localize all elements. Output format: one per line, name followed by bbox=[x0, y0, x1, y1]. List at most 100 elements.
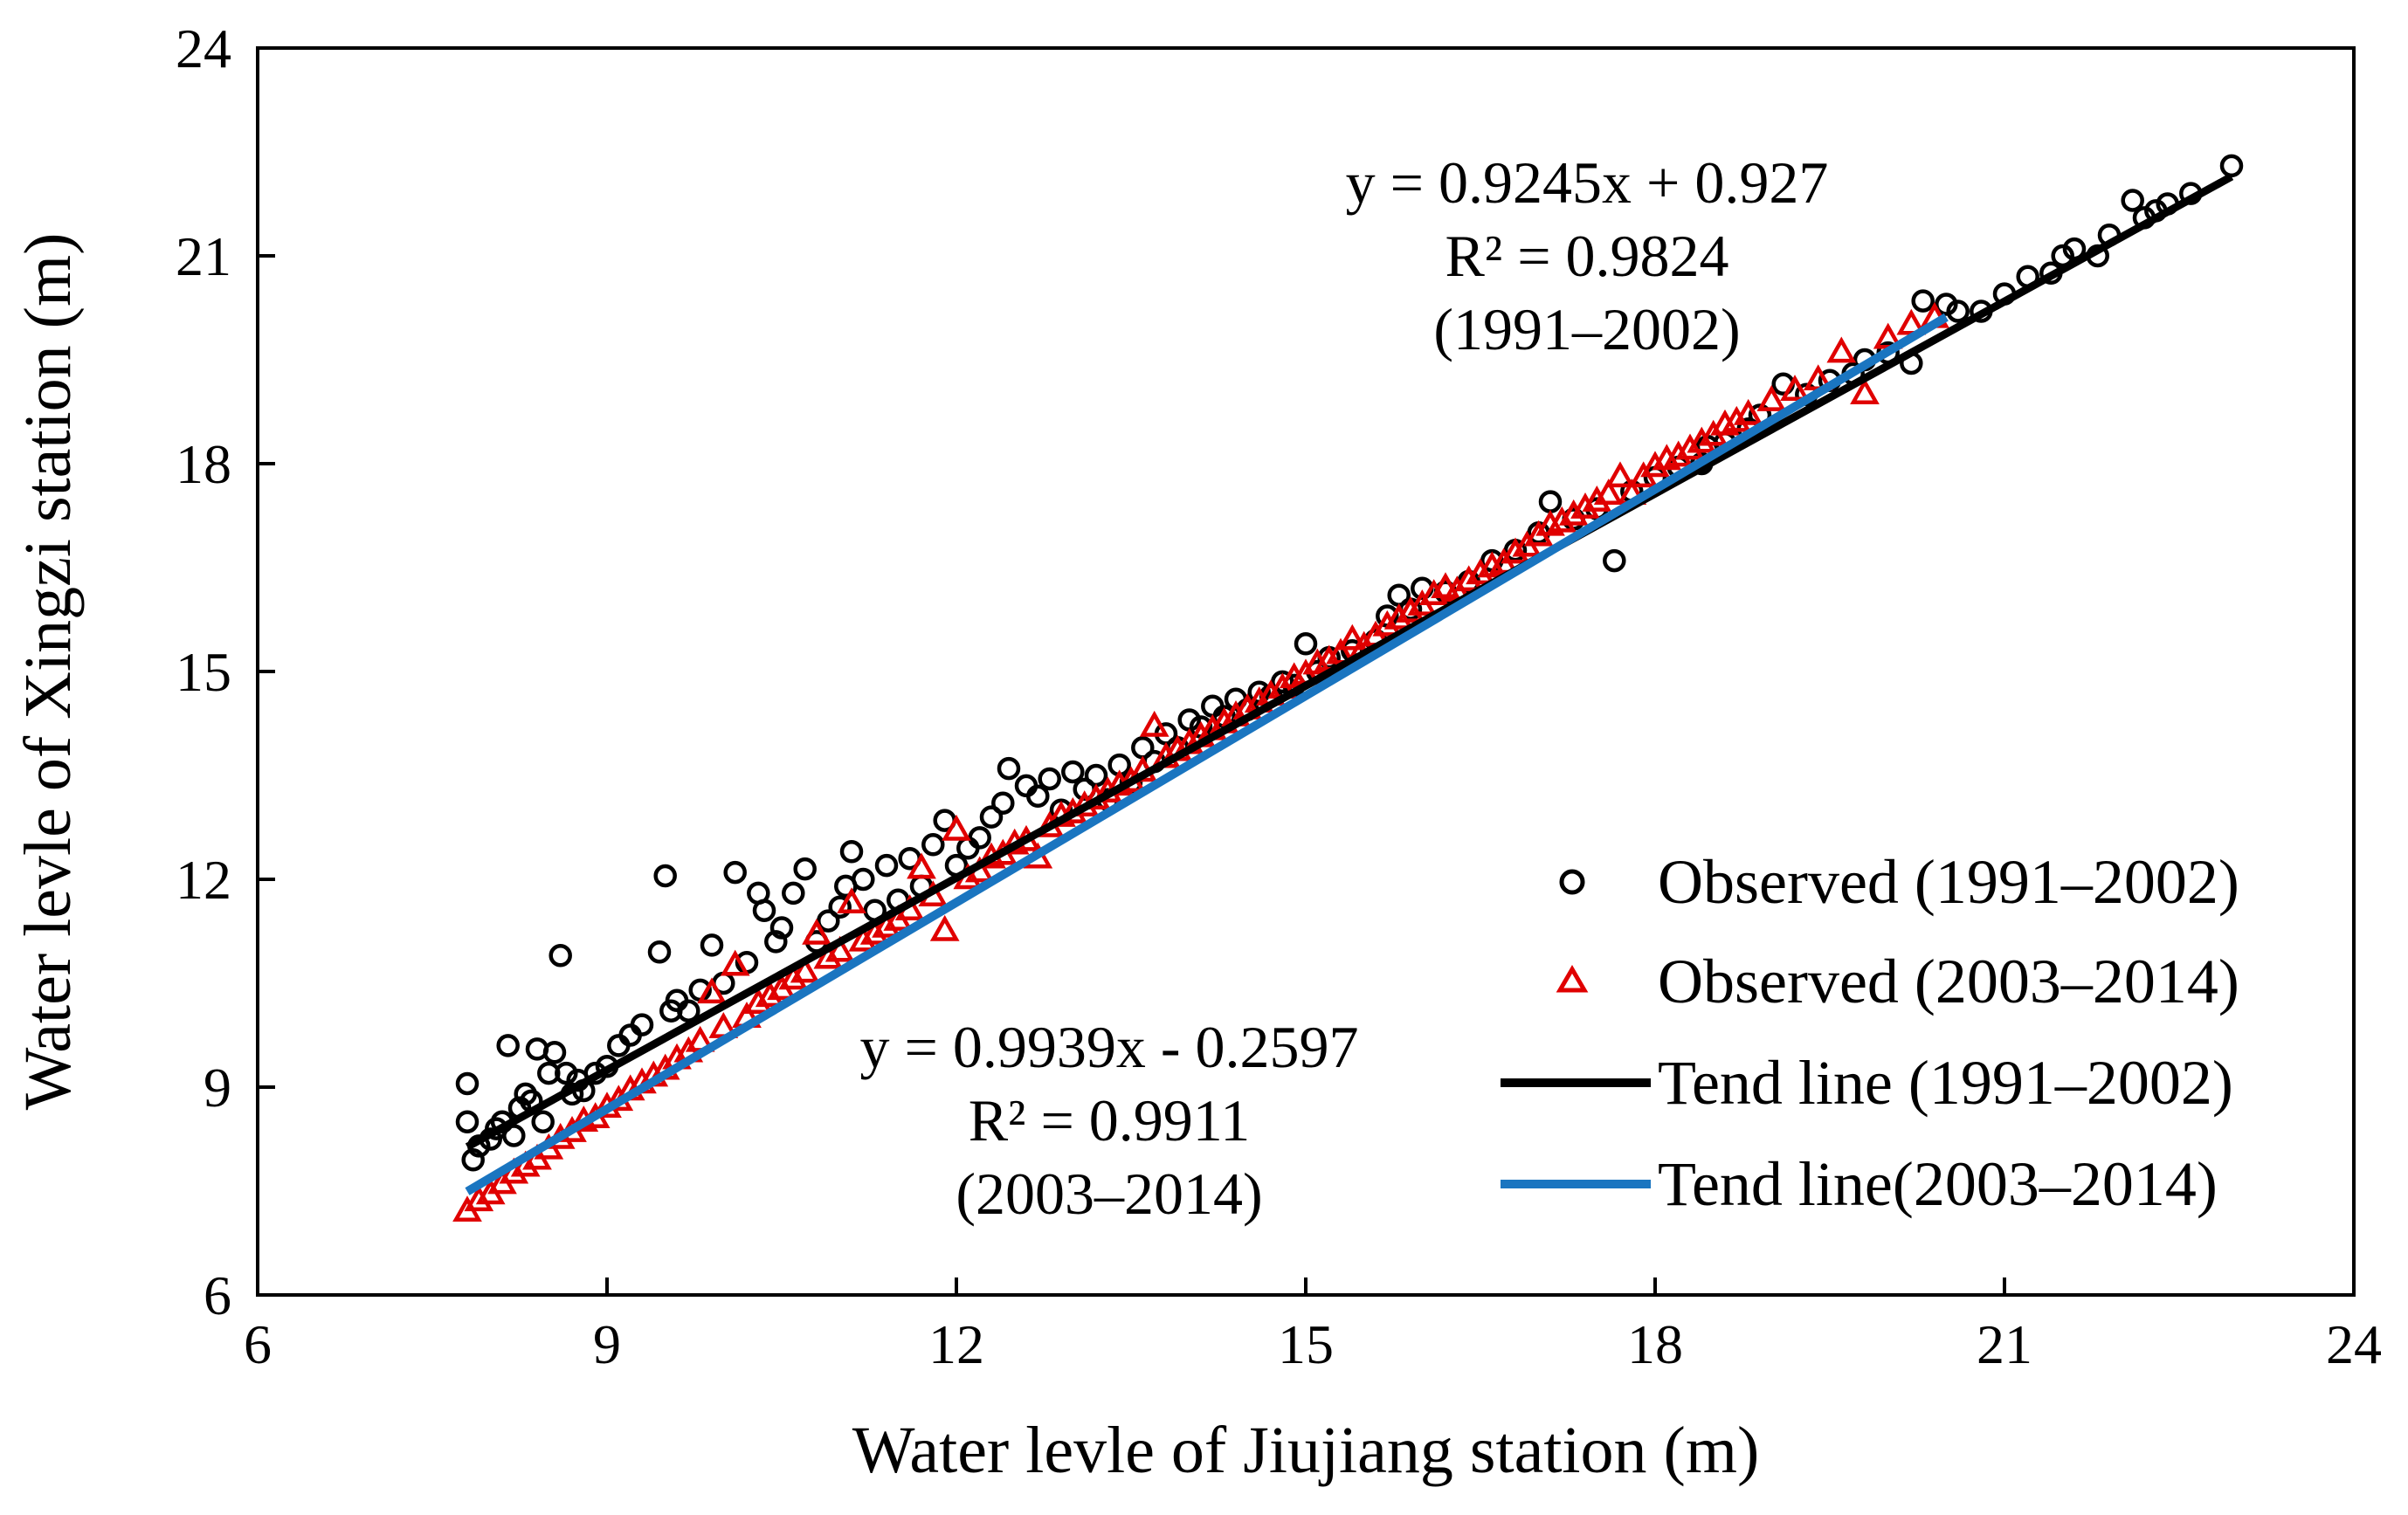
data-point-2003-2014 bbox=[942, 814, 971, 841]
data-point-1991-2002 bbox=[979, 805, 1004, 829]
data-point-2003-2014 bbox=[1372, 609, 1403, 637]
data-point-2003-2014 bbox=[1593, 479, 1624, 505]
data-point-1991-2002 bbox=[852, 867, 875, 892]
x-tick-label: 6 bbox=[244, 1313, 272, 1375]
data-point-2003-2014 bbox=[1570, 492, 1600, 519]
data-point-2003-2014 bbox=[907, 852, 936, 879]
x-axis-title: Water levle of Jiujiang station (m) bbox=[852, 1414, 1760, 1487]
data-point-1991-2002 bbox=[700, 933, 724, 957]
data-point-1991-2002 bbox=[752, 899, 776, 922]
data-point-1991-2002 bbox=[1061, 760, 1085, 784]
x-tick-label: 15 bbox=[1278, 1313, 1334, 1375]
data-point-1991-2002 bbox=[828, 895, 852, 919]
equation-annotation-1991-2002: y = 0.9245x + 0.927 R² = 0.9824 (1991–20… bbox=[1346, 149, 1829, 362]
data-point-1991-2002 bbox=[502, 1124, 526, 1147]
data-point-2003-2014 bbox=[837, 887, 866, 914]
data-point-1991-2002 bbox=[874, 853, 899, 878]
data-point-1991-2002 bbox=[997, 756, 1021, 781]
x-tick-label: 21 bbox=[1977, 1313, 2032, 1375]
data-point-1991-2002 bbox=[1026, 784, 1050, 809]
data-point-2003-2014 bbox=[825, 935, 855, 962]
data-point-1991-2002 bbox=[839, 840, 864, 864]
period-2003-2014: (2003–2014) bbox=[956, 1160, 1262, 1227]
data-point-2003-2014 bbox=[1501, 537, 1530, 564]
x-tick-label: 18 bbox=[1627, 1313, 1683, 1375]
data-point-2003-2014 bbox=[1640, 451, 1670, 478]
r2-2003-2014: R² = 0.9911 bbox=[969, 1087, 1251, 1153]
data-point-1991-2002 bbox=[991, 791, 1015, 815]
data-point-2003-2014 bbox=[1733, 398, 1763, 425]
legend-triangle-marker bbox=[1556, 965, 1589, 993]
data-point-1991-2002 bbox=[782, 881, 805, 906]
data-point-2003-2014 bbox=[1721, 405, 1752, 432]
legend-label: Tend line(2003–2014) bbox=[1658, 1149, 2218, 1219]
data-point-1991-2002 bbox=[2121, 189, 2144, 212]
axes: 6 9 12 15 18 21 24 6 9 12 15 18 21 24 bbox=[176, 17, 2382, 1375]
trend-line-1991-2002 bbox=[465, 173, 2234, 1151]
data-point-1991-2002 bbox=[461, 1148, 485, 1172]
data-point-2003-2014 bbox=[790, 956, 820, 983]
data-point-2003-2014 bbox=[859, 918, 890, 945]
data-point-2003-2014 bbox=[697, 977, 727, 1004]
legend-item-trend-2003-2014: Tend line(2003–2014) bbox=[1501, 1149, 2218, 1219]
data-point-2003-2014 bbox=[1453, 565, 1484, 592]
equation-1991-2002: y = 0.9245x + 0.927 bbox=[1346, 149, 1829, 216]
data-point-1991-2002 bbox=[455, 1110, 480, 1133]
data-point-1991-2002 bbox=[2219, 154, 2244, 178]
data-point-2003-2014 bbox=[1663, 440, 1694, 467]
data-point-1991-2002 bbox=[1294, 632, 1318, 656]
data-point-2003-2014 bbox=[1418, 579, 1449, 605]
legend-item-observed-1991-2002: Observed (1991–2002) bbox=[1559, 847, 2239, 917]
data-point-1991-2002 bbox=[549, 944, 572, 968]
r2-1991-2002: R² = 0.9824 bbox=[1445, 223, 1728, 289]
y-tick-label: 12 bbox=[176, 849, 231, 911]
data-point-1991-2002 bbox=[793, 857, 817, 881]
data-point-2003-2014 bbox=[743, 988, 774, 1015]
data-point-2003-2014 bbox=[1337, 623, 1368, 651]
data-point-1991-2002 bbox=[769, 916, 794, 940]
data-point-2003-2014 bbox=[464, 1185, 494, 1212]
data-point-2003-2014 bbox=[929, 914, 960, 941]
data-point-2003-2014 bbox=[1466, 558, 1495, 585]
data-point-1991-2002 bbox=[921, 833, 945, 857]
data-point-2003-2014 bbox=[1780, 375, 1810, 401]
data-point-2003-2014 bbox=[1826, 336, 1857, 363]
data-point-2003-2014 bbox=[872, 911, 901, 938]
legend-item-trend-1991-2002: Tend line (1991–2002) bbox=[1501, 1048, 2233, 1118]
x-tick-label: 9 bbox=[593, 1313, 621, 1375]
data-point-2003-2014 bbox=[802, 918, 831, 945]
y-tick-label: 9 bbox=[204, 1057, 231, 1119]
data-point-1991-2002 bbox=[1271, 670, 1294, 694]
equation-annotation-2003-2014: y = 0.9939x - 0.2597 R² = 0.9911 (2003–2… bbox=[860, 1014, 1359, 1227]
x-tick-label: 12 bbox=[928, 1313, 984, 1375]
data-point-1991-2002 bbox=[647, 940, 672, 964]
data-point-1991-2002 bbox=[1603, 548, 1626, 573]
legend-item-observed-2003-2014: Observed (2003–2014) bbox=[1556, 947, 2239, 1016]
data-point-1991-2002 bbox=[1538, 490, 1563, 513]
data-point-1991-2002 bbox=[1038, 767, 1061, 791]
data-point-1991-2002 bbox=[531, 1110, 555, 1133]
data-point-2003-2014 bbox=[778, 963, 809, 990]
data-point-2003-2014 bbox=[1687, 426, 1717, 453]
trend-line-2003-2014 bbox=[465, 313, 1949, 1195]
legend-label: Observed (1991–2002) bbox=[1658, 847, 2239, 917]
y-tick-label: 15 bbox=[176, 641, 231, 703]
data-point-2003-2014 bbox=[813, 942, 844, 969]
data-point-2003-2014 bbox=[1383, 603, 1414, 630]
x-tick-label: 24 bbox=[2326, 1313, 2382, 1375]
legend-label: Tend line (1991–2002) bbox=[1658, 1048, 2233, 1118]
data-point-2003-2014 bbox=[755, 981, 785, 1008]
data-point-1991-2002 bbox=[455, 1071, 480, 1096]
data-point-2003-2014 bbox=[848, 925, 879, 952]
legend-circle-marker bbox=[1559, 869, 1585, 895]
data-point-1991-2002 bbox=[677, 999, 700, 1023]
data-point-2003-2014 bbox=[720, 949, 750, 976]
data-point-2003-2014 bbox=[1582, 485, 1612, 512]
data-point-1991-2002 bbox=[1084, 763, 1108, 788]
data-point-2003-2014 bbox=[1547, 506, 1577, 533]
data-point-1991-2002 bbox=[817, 909, 840, 933]
data-point-1991-2002 bbox=[555, 1061, 578, 1085]
y-tick-label: 21 bbox=[176, 225, 231, 287]
data-point-1991-2002 bbox=[764, 930, 788, 954]
data-point-2003-2014 bbox=[1396, 596, 1425, 623]
